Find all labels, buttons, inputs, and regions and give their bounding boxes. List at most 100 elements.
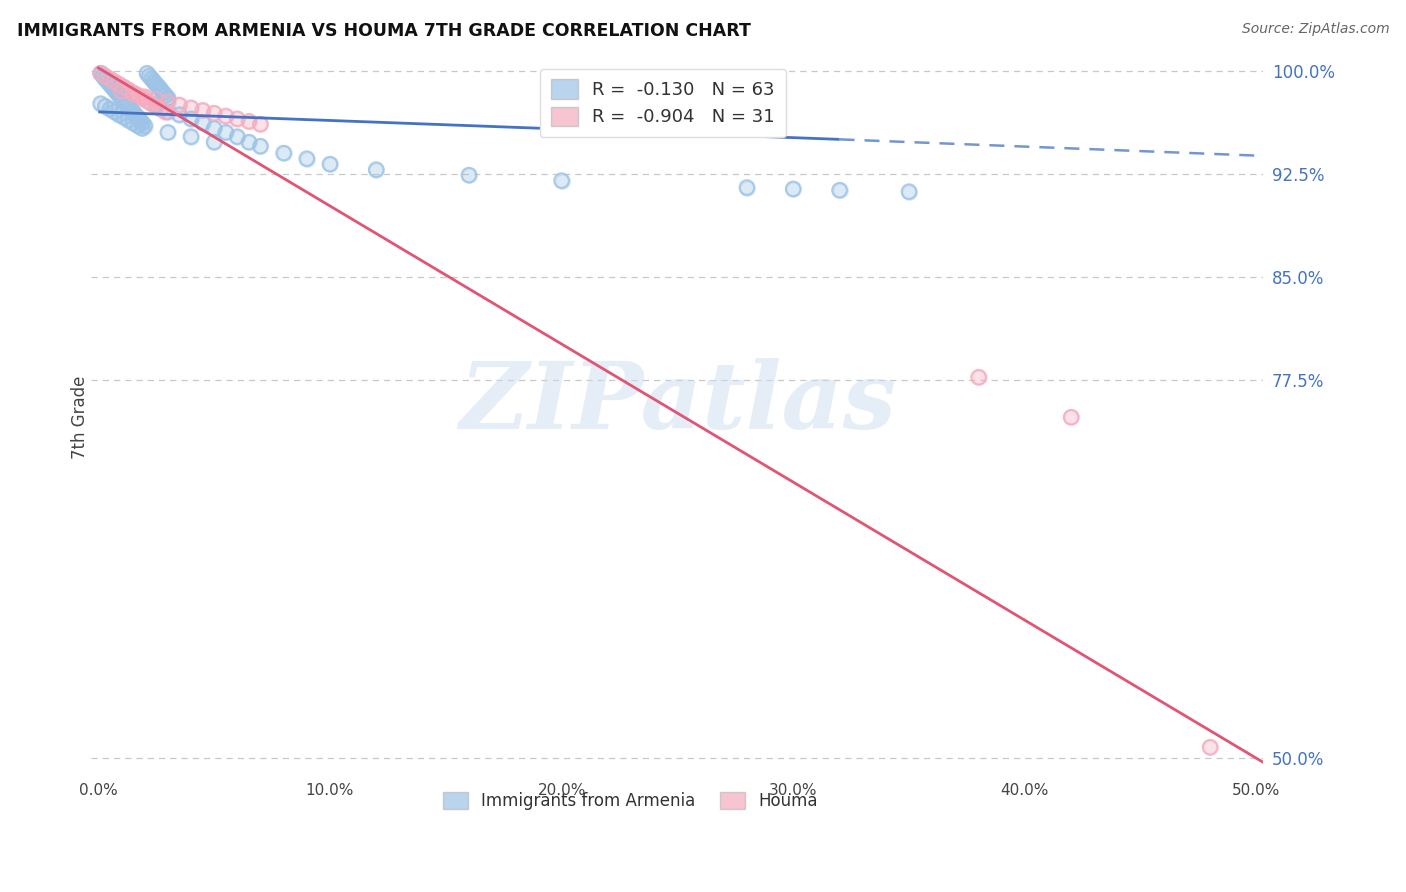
Point — [97, 74, 120, 88]
Point — [249, 139, 271, 153]
Point — [735, 180, 758, 194]
Point — [249, 117, 271, 131]
Point — [101, 80, 124, 95]
Point — [136, 66, 159, 80]
Point — [550, 174, 572, 188]
Point — [215, 109, 238, 123]
Point — [180, 101, 202, 115]
Point — [108, 107, 131, 121]
Point — [148, 80, 170, 95]
Point — [145, 93, 167, 107]
Point — [782, 182, 804, 196]
Point — [110, 91, 132, 105]
Point — [202, 135, 225, 149]
Point — [131, 116, 153, 130]
Point — [127, 111, 149, 125]
Point — [273, 146, 295, 161]
Text: IMMIGRANTS FROM ARMENIA VS HOUMA 7TH GRADE CORRELATION CHART: IMMIGRANTS FROM ARMENIA VS HOUMA 7TH GRA… — [17, 22, 751, 40]
Point — [366, 162, 388, 177]
Point — [94, 71, 117, 86]
Point — [735, 180, 758, 194]
Point — [141, 71, 163, 86]
Point — [156, 126, 179, 140]
Point — [122, 86, 145, 100]
Point — [967, 370, 990, 384]
Point — [127, 88, 149, 103]
Point — [202, 106, 225, 120]
Point — [90, 66, 112, 80]
Point — [110, 84, 132, 98]
Point — [112, 111, 135, 125]
Point — [127, 88, 149, 103]
Point — [94, 69, 117, 83]
Point — [169, 98, 191, 112]
Point — [145, 99, 167, 113]
Point — [967, 370, 990, 384]
Point — [191, 116, 214, 130]
Point — [191, 116, 214, 130]
Point — [98, 102, 121, 116]
Point — [98, 102, 121, 116]
Point — [108, 78, 131, 92]
Point — [131, 121, 153, 136]
Point — [134, 89, 156, 103]
Point — [215, 109, 238, 123]
Point — [115, 96, 138, 111]
Point — [238, 135, 260, 149]
Point — [149, 83, 172, 97]
Point — [124, 107, 146, 121]
Point — [295, 152, 318, 166]
Point — [458, 168, 481, 182]
Point — [141, 71, 163, 86]
Point — [782, 182, 804, 196]
Point — [145, 78, 167, 92]
Point — [169, 98, 191, 112]
Point — [90, 96, 112, 111]
Point — [103, 83, 125, 97]
Point — [156, 104, 179, 119]
Point — [273, 146, 295, 161]
Point — [191, 103, 214, 118]
Point — [98, 71, 121, 86]
Point — [828, 183, 851, 197]
Point — [127, 119, 149, 133]
Point — [117, 83, 139, 97]
Point — [319, 157, 342, 171]
Point — [122, 104, 145, 119]
Point — [145, 98, 167, 112]
Point — [155, 104, 177, 119]
Point — [249, 117, 271, 131]
Point — [155, 88, 177, 103]
Point — [898, 185, 921, 199]
Point — [215, 126, 238, 140]
Point — [145, 99, 167, 113]
Point — [112, 94, 135, 108]
Point — [120, 102, 142, 116]
Point — [1060, 410, 1083, 425]
Point — [202, 135, 225, 149]
Point — [145, 93, 167, 107]
Point — [122, 87, 145, 101]
Point — [117, 113, 139, 128]
Point — [127, 119, 149, 133]
Point — [156, 126, 179, 140]
Point — [138, 69, 160, 83]
Point — [215, 126, 238, 140]
Point — [108, 107, 131, 121]
Point — [191, 103, 214, 118]
Point — [136, 94, 159, 108]
Point — [98, 78, 121, 92]
Point — [103, 104, 125, 119]
Point — [122, 87, 145, 101]
Point — [103, 104, 125, 119]
Point — [122, 116, 145, 130]
Point — [156, 91, 179, 105]
Point — [136, 94, 159, 108]
Point — [112, 80, 135, 95]
Point — [108, 78, 131, 92]
Point — [103, 83, 125, 97]
Point — [148, 80, 170, 95]
Point — [90, 66, 112, 80]
Point — [134, 119, 156, 133]
Point — [138, 69, 160, 83]
